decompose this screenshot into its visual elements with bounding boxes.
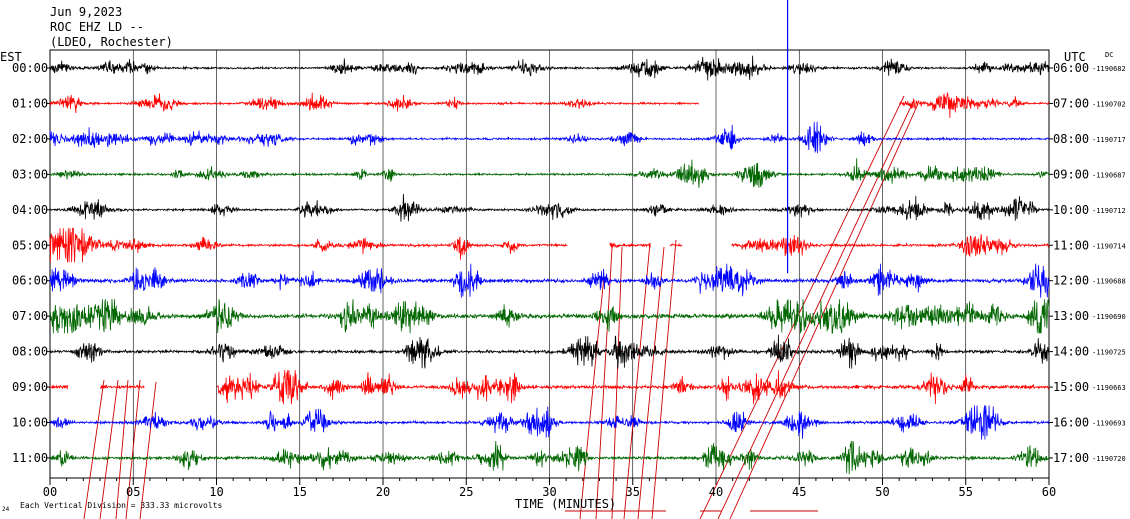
trace-09:00 (49, 370, 1050, 405)
est-label: 11:00 (12, 451, 48, 465)
x-tick-label: 25 (459, 485, 473, 499)
event-line (99, 379, 119, 519)
utc-label: 13:00 (1053, 309, 1089, 323)
event-line (699, 95, 905, 519)
dc-offset-label: -1190690 (1092, 313, 1126, 321)
event-line (125, 379, 141, 519)
x-tick-label: 50 (875, 485, 889, 499)
x-tick-label: 40 (709, 485, 723, 499)
est-label: 06:00 (12, 274, 48, 288)
x-axis-label: TIME (MINUTES) (515, 497, 616, 511)
event-line (579, 275, 605, 519)
utc-label: 12:00 (1053, 274, 1089, 288)
est-label: 09:00 (12, 380, 48, 394)
dc-label: DC (1105, 51, 1113, 59)
event-line (651, 239, 677, 519)
utc-label: 15:00 (1053, 380, 1089, 394)
event-line (139, 381, 157, 519)
left-axis-label: EST (0, 50, 22, 64)
trace-03:00 (49, 158, 1050, 189)
x-tick-label: 20 (376, 485, 390, 499)
dc-offset-label: -1190663 (1092, 384, 1126, 392)
x-tick-label: 55 (959, 485, 973, 499)
trace-04:00 (50, 193, 1050, 222)
trace-10:00 (49, 405, 1050, 440)
event-line (637, 246, 665, 519)
x-tick-label: 00 (43, 485, 57, 499)
header-network: (LDEO, Rochester) (50, 35, 173, 49)
grid-layer (46, 49, 1053, 485)
trace-01:00 (49, 91, 1050, 119)
dc-offset-label: -1190687 (1092, 171, 1126, 179)
est-label: 10:00 (12, 416, 48, 430)
trace-08:00 (49, 334, 1050, 369)
right-axis-label: UTC (1064, 50, 1086, 64)
utc-label: 09:00 (1053, 167, 1089, 181)
corner-mark: 24 (2, 506, 10, 513)
traces-layer (49, 0, 1050, 475)
trace-02:00 (49, 121, 1050, 154)
utc-label: 10:00 (1053, 203, 1089, 217)
footer-note: Each Vertical Division = 333.33 microvol… (20, 501, 222, 510)
x-tick-label: 05 (126, 485, 140, 499)
event-line (595, 247, 613, 519)
x-tick-label: 15 (293, 485, 307, 499)
trace-05:00 (49, 227, 1050, 263)
est-label: 04:00 (12, 203, 48, 217)
dc-offset-label: -1190720 (1092, 455, 1126, 463)
utc-label: 17:00 (1053, 451, 1089, 465)
trace-00:00 (49, 55, 1050, 81)
labels-layer: Jun 9,2023 ROC EHZ LD -- (LDEO, Rocheste… (0, 5, 1126, 513)
x-tick-label: 10 (209, 485, 223, 499)
est-label: 01:00 (12, 96, 48, 110)
x-tick-label: 45 (792, 485, 806, 499)
utc-label: 07:00 (1053, 96, 1089, 110)
event-line (611, 246, 623, 519)
est-label: 07:00 (12, 309, 48, 323)
utc-label: 08:00 (1053, 132, 1089, 146)
x-tick-label: 60 (1042, 485, 1056, 499)
utc-label: 14:00 (1053, 345, 1089, 359)
utc-label: 06:00 (1053, 61, 1089, 75)
dc-offset-label: -1190712 (1092, 207, 1126, 215)
x-tick-label: 30 (542, 485, 556, 499)
dc-offset-label: -1190717 (1092, 136, 1126, 144)
est-label: 02:00 (12, 132, 48, 146)
trace-06:00 (49, 263, 1050, 298)
est-label: 03:00 (12, 167, 48, 181)
est-label: 00:00 (12, 61, 48, 75)
x-tick-label: 35 (626, 485, 640, 499)
dc-offset-label: -1190688 (1092, 278, 1126, 286)
dc-offset-label: -1190725 (1092, 349, 1126, 357)
header-date: Jun 9,2023 (50, 5, 122, 19)
event-line (115, 379, 129, 519)
dc-offset-label: -1190714 (1092, 242, 1126, 250)
dc-offset-label: -1190702 (1092, 100, 1126, 108)
utc-label: 11:00 (1053, 238, 1089, 252)
est-label: 05:00 (12, 238, 48, 252)
header-station: ROC EHZ LD -- (50, 20, 144, 34)
dc-offset-label: -1190693 (1092, 420, 1126, 428)
event-line (83, 379, 105, 519)
event-line (623, 242, 651, 519)
utc-label: 16:00 (1053, 416, 1089, 430)
dc-offset-label: -1190682 (1092, 65, 1126, 73)
trace-11:00 (49, 440, 1050, 475)
est-label: 08:00 (12, 345, 48, 359)
trace-07:00 (49, 299, 1050, 335)
